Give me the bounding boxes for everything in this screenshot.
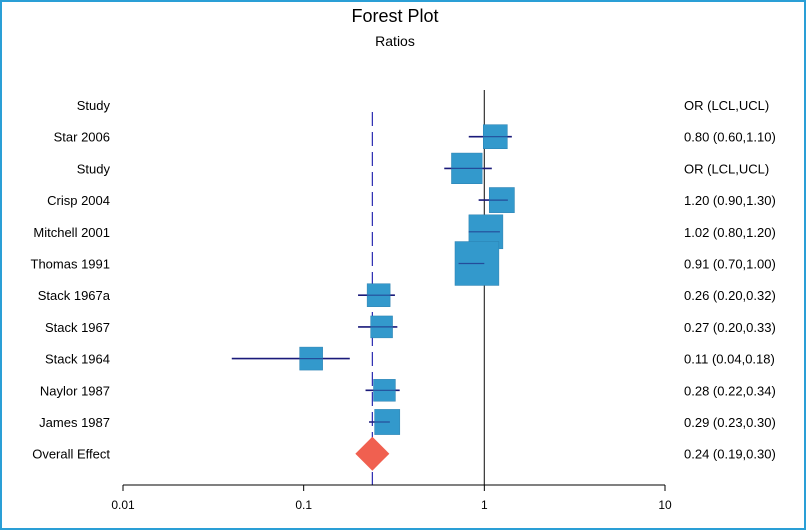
row-value: OR (LCL,UCL) [684,161,769,176]
row-value: 0.29 (0.23,0.30) [684,415,776,430]
x-tick-label: 10 [658,498,672,512]
row-value: 0.27 (0.20,0.33) [684,320,776,335]
row-value: 1.20 (0.90,1.30) [684,193,776,208]
x-tick-label: 0.1 [295,498,312,512]
row-label: Stack 1967a [38,288,111,303]
row-value: 0.11 (0.04,0.18) [684,352,775,367]
chart-subtitle: Ratios [375,33,415,49]
row-value: 0.80 (0.60,1.10) [684,130,776,145]
overall-effect-diamond [355,436,390,471]
row-label: Crisp 2004 [47,193,110,208]
row-value: 0.91 (0.70,1.00) [684,257,776,272]
row-label: James 1987 [39,415,110,430]
row-value: 0.26 (0.20,0.32) [684,288,776,303]
row-label: Star 2006 [54,130,110,145]
row-label: Study [77,161,111,176]
row-label: Study [77,98,111,113]
row-label: Thomas 1991 [31,257,111,272]
row-label: Naylor 1987 [40,383,110,398]
row-label: Mitchell 2001 [33,225,110,240]
row-label: Stack 1967 [45,320,110,335]
row-value: OR (LCL,UCL) [684,98,769,113]
row-value: 1.02 (0.80,1.20) [684,225,776,240]
x-tick-label: 0.01 [111,498,135,512]
chart-title: Forest Plot [351,6,438,26]
x-tick-label: 1 [481,498,488,512]
row-value: 0.28 (0.22,0.34) [684,383,776,398]
row-label: Stack 1964 [45,352,110,367]
row-value: 0.24 (0.19,0.30) [684,447,776,462]
row-label: Overall Effect [32,447,110,462]
